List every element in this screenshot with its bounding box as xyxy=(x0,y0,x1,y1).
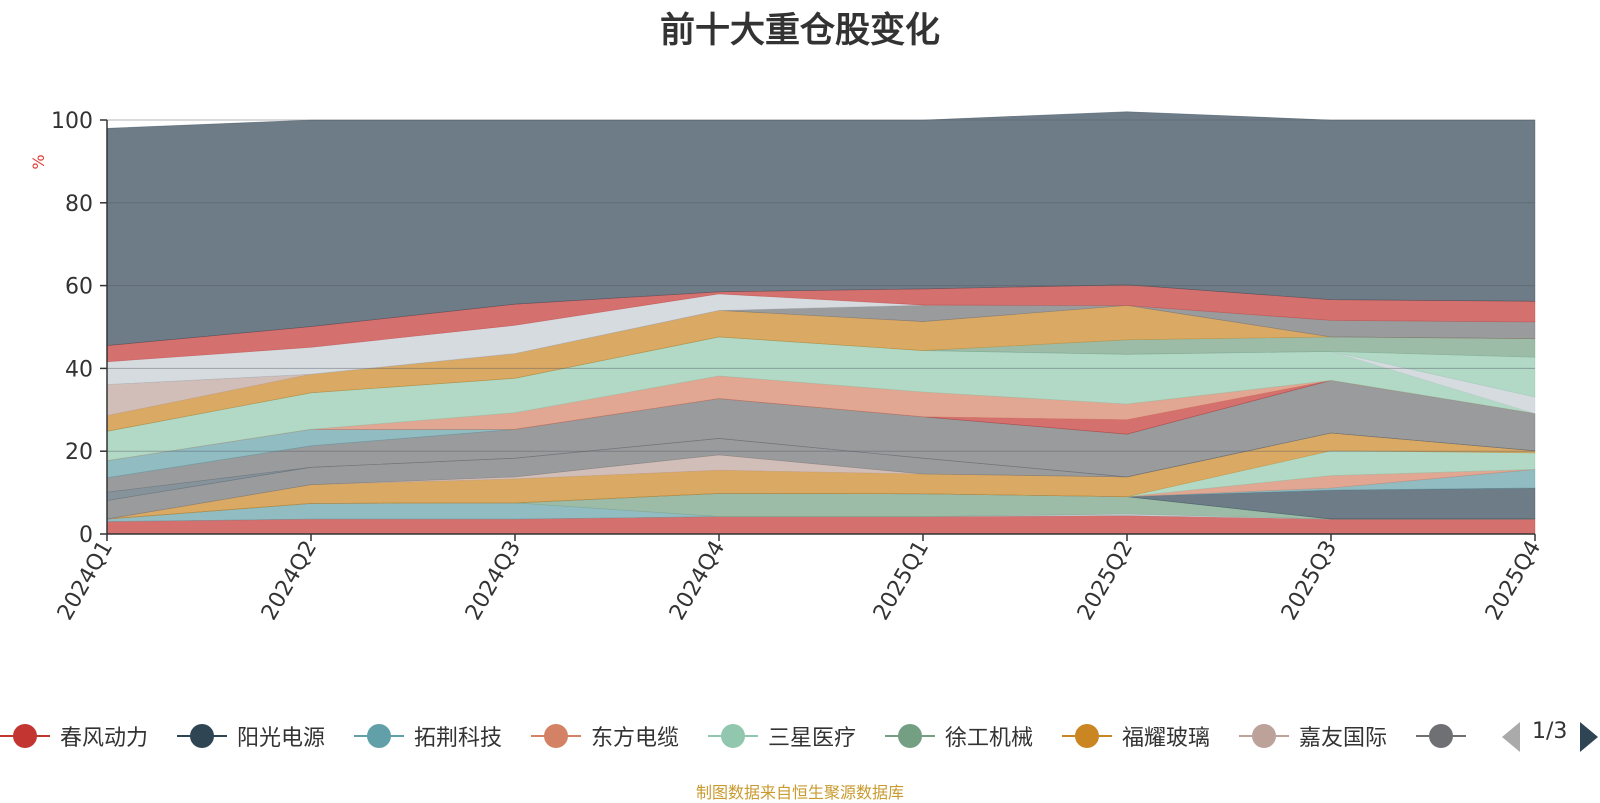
x-tick-label-3: 2024Q4 xyxy=(665,537,730,625)
y-tick-label-20: 20 xyxy=(65,440,93,465)
legend-next-icon[interactable] xyxy=(1580,722,1598,752)
legend-item-1[interactable]: 阳光电源 xyxy=(177,716,325,756)
legend-marker-icon xyxy=(708,724,758,748)
legend-label: 福耀玻璃 xyxy=(1122,726,1211,751)
y-tick-label-60: 60 xyxy=(65,275,93,300)
legend-pager: 1/3 xyxy=(1498,716,1598,756)
legend-item-6[interactable]: 福耀玻璃 xyxy=(1062,716,1210,756)
legend-page-indicator: 1/3 xyxy=(1532,719,1568,744)
legend-label: 徐工机械 xyxy=(945,726,1034,751)
grid-lines xyxy=(107,119,1535,452)
legend-item-8[interactable] xyxy=(1416,716,1476,756)
legend-prev-icon[interactable] xyxy=(1502,722,1520,752)
legend-marker-icon xyxy=(354,724,404,748)
legend-marker-icon xyxy=(1239,724,1289,748)
y-tick-label-80: 80 xyxy=(65,192,93,217)
data-source-note: 制图数据来自恒生聚源数据库 xyxy=(695,783,904,802)
area-series-25 xyxy=(106,111,1536,346)
x-tick-label-7: 2025Q4 xyxy=(1481,537,1546,625)
legend: 春风动力 阳光电源 拓荆科技 东方电缆 三星医疗 徐工机械 福耀玻璃 嘉友国际 xyxy=(0,716,1480,756)
stacked-area-chart: 0 20 40 60 80 100% 2024Q1 2024Q2 2024Q3 2024Q4 202… xyxy=(29,109,1546,625)
x-tick-label-1: 2024Q2 xyxy=(257,537,322,625)
chart-title: 前十大重仓股变化 xyxy=(659,11,940,51)
legend-item-5[interactable]: 徐工机械 xyxy=(885,716,1033,756)
legend-marker-icon xyxy=(1062,724,1112,748)
x-tick-label-6: 2025Q3 xyxy=(1277,537,1342,625)
legend-marker-icon xyxy=(1416,724,1466,748)
legend-label: 阳光电源 xyxy=(237,726,326,751)
y-tick-label-0: 0 xyxy=(79,523,93,548)
y-axis-label: % xyxy=(29,154,48,169)
legend-label: 春风动力 xyxy=(60,726,149,751)
legend-marker-icon xyxy=(531,724,581,748)
legend-marker-icon xyxy=(0,724,50,748)
area-layers xyxy=(106,111,1536,535)
legend-item-3[interactable]: 东方电缆 xyxy=(531,716,679,756)
legend-marker-icon xyxy=(885,724,935,748)
x-tick-label-0: 2024Q1 xyxy=(53,537,118,625)
legend-label: 拓荆科技 xyxy=(414,726,503,751)
legend-item-4[interactable]: 三星医疗 xyxy=(708,716,856,756)
x-tick-label-2: 2024Q3 xyxy=(461,537,526,625)
legend-marker-icon xyxy=(177,724,227,748)
y-tick-label-40: 40 xyxy=(65,357,93,382)
legend-label: 东方电缆 xyxy=(591,726,680,751)
y-tick-label-100: 100 xyxy=(51,109,93,134)
x-tick-label-4: 2025Q1 xyxy=(869,537,934,625)
legend-item-2[interactable]: 拓荆科技 xyxy=(354,716,502,756)
legend-item-7[interactable]: 嘉友国际 xyxy=(1239,716,1387,756)
legend-label: 嘉友国际 xyxy=(1299,726,1388,751)
x-tick-label-5: 2025Q2 xyxy=(1073,537,1138,625)
legend-label: 三星医疗 xyxy=(768,726,857,751)
legend-item-0[interactable]: 春风动力 xyxy=(0,716,148,756)
